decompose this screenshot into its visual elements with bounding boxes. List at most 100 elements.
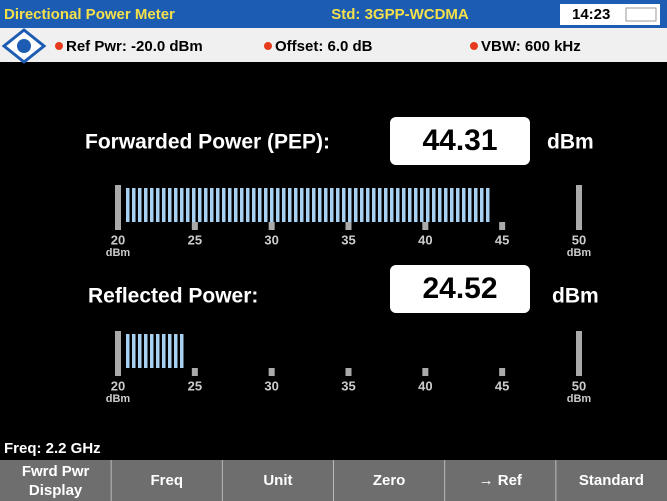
scale-tick — [422, 368, 429, 376]
scale-end-marker — [115, 185, 121, 230]
status-bar — [0, 28, 667, 62]
softkey[interactable]: Unit — [263, 472, 292, 489]
gauge-segment — [390, 188, 394, 222]
gauge-segment — [378, 188, 382, 222]
gauge-segment — [222, 188, 226, 222]
standard: Std: 3GPP-WCDMA — [331, 6, 469, 23]
scale-unit: dBm — [567, 247, 592, 259]
gauge-segment — [300, 188, 304, 222]
gauge-segment — [432, 188, 436, 222]
gauge-segment — [174, 188, 178, 222]
frequency: Freq: 2.2 GHz — [4, 440, 101, 457]
gauge-segment — [426, 188, 430, 222]
scale-label: 45 — [495, 232, 509, 247]
gauge-segment — [306, 188, 310, 222]
scale-label: 35 — [341, 378, 355, 393]
scale-label: 35 — [341, 232, 355, 247]
scale-tick — [345, 222, 352, 230]
scale-tick — [191, 368, 198, 376]
gauge-segment — [174, 334, 178, 368]
gauge-segment — [402, 188, 406, 222]
gauge-segment — [474, 188, 478, 222]
scale-end-marker — [576, 331, 582, 376]
scale-tick — [499, 368, 506, 376]
scale-label: 20 — [111, 378, 125, 393]
gauge-segment — [444, 188, 448, 222]
scale-label: 30 — [264, 232, 278, 247]
gauge-segment — [408, 188, 412, 222]
gauge-segment — [240, 188, 244, 222]
gauge-segment — [330, 188, 334, 222]
gauge-segment — [480, 188, 484, 222]
gauge-segment — [228, 188, 232, 222]
offset: Offset: 6.0 dB — [275, 38, 373, 55]
gauge-segment — [186, 188, 190, 222]
gauge-segment — [414, 188, 418, 222]
gauge-segment — [486, 188, 490, 222]
gauge-segment — [192, 188, 196, 222]
gauge-segment — [372, 188, 376, 222]
gauge-segment — [144, 334, 148, 368]
softkey[interactable]: Standard — [579, 472, 644, 489]
title-bar — [0, 0, 667, 28]
scale-label: 25 — [188, 378, 202, 393]
scale-end-marker — [576, 185, 582, 230]
gauge-segment — [354, 188, 358, 222]
reflected-label: Reflected Power: — [88, 285, 258, 308]
gauge-segment — [468, 188, 472, 222]
scale-label: 40 — [418, 378, 432, 393]
gauge-segment — [162, 188, 166, 222]
scale-label: 45 — [495, 378, 509, 393]
scale-label: 25 — [188, 232, 202, 247]
scale-label: 30 — [264, 378, 278, 393]
forward-unit: dBm — [547, 131, 594, 154]
gauge-segment — [132, 334, 136, 368]
forward-value-box — [390, 117, 530, 165]
reflected-value-box — [390, 265, 530, 313]
scale-label: 50 — [572, 232, 586, 247]
gauge-segment — [168, 188, 172, 222]
gauge-segment — [384, 188, 388, 222]
gauge-segment — [216, 188, 220, 222]
status-dot — [470, 42, 478, 50]
gauge-segment — [366, 188, 370, 222]
gauge-segment — [144, 188, 148, 222]
softkey[interactable]: Freq — [150, 472, 183, 489]
gauge-segment — [234, 188, 238, 222]
gauge-segment — [438, 188, 442, 222]
scale-tick — [345, 368, 352, 376]
gauge-segment — [126, 334, 130, 368]
gauge-segment — [342, 188, 346, 222]
scale-unit: dBm — [106, 247, 131, 259]
gauge-segment — [156, 334, 160, 368]
scale-tick — [268, 222, 275, 230]
softkey[interactable]: Fwrd Pwr Display — [22, 463, 90, 499]
gauge-segment — [180, 188, 184, 222]
time-box — [560, 4, 660, 25]
scale-unit: dBm — [106, 393, 131, 405]
gauge-segment — [462, 188, 466, 222]
forward-label: Forwarded Power (PEP): — [85, 131, 330, 154]
gauge-segment — [150, 188, 154, 222]
gauge-segment — [336, 188, 340, 222]
gauge-segment — [210, 188, 214, 222]
gauge-segment — [276, 188, 280, 222]
vbw: VBW: 600 kHz — [481, 38, 581, 55]
gauge-segment — [150, 334, 154, 368]
scale-tick — [268, 368, 275, 376]
gauge-segment — [312, 188, 316, 222]
status-dot — [55, 42, 63, 50]
reflected-unit: dBm — [552, 285, 599, 308]
gauge-segment — [270, 188, 274, 222]
gauge-segment — [258, 188, 262, 222]
softkey[interactable]: → Ref — [479, 472, 523, 489]
gauge-segment — [420, 188, 424, 222]
scale-label: 40 — [418, 232, 432, 247]
gauge-segment — [162, 334, 166, 368]
scale-tick — [499, 222, 506, 230]
softkey[interactable]: Zero — [373, 472, 406, 489]
gauge-segment — [450, 188, 454, 222]
gauge-segment — [246, 188, 250, 222]
